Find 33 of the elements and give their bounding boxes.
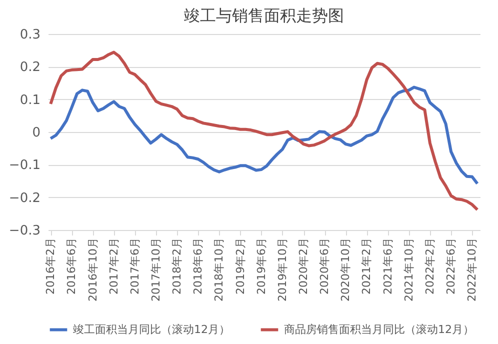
x-tick-label: 2019年6月 [254, 238, 268, 294]
y-tick-label: −0.2 [8, 190, 40, 206]
x-tick-label: 2021年10月 [402, 238, 416, 302]
x-tick-label: 2019年2月 [234, 238, 247, 294]
x-tick-label: 2022年6月 [444, 238, 458, 294]
x-tick-label: 2018年10月 [212, 238, 226, 302]
x-tick-label: 2016年2月 [44, 238, 58, 294]
x-tick-label: 2016年6月 [65, 238, 78, 294]
x-tick-label: 2017年6月 [128, 238, 142, 294]
x-tick-label: 2022年2月 [423, 238, 436, 294]
x-tick-label: 2018年6月 [192, 238, 205, 294]
y-tick-label: 0.3 [20, 28, 40, 42]
x-tick-label: 2020年2月 [297, 238, 310, 294]
y-tick-label: 0.2 [20, 60, 40, 76]
x-tick-label: 2018年2月 [170, 238, 184, 294]
line-series [49, 50, 479, 212]
x-tick-label: 2021年6月 [381, 238, 394, 294]
x-tick-label: 2017年10月 [150, 238, 162, 302]
x-tick-label: 2022年10月 [466, 238, 479, 302]
y-tick-label: 0.1 [20, 92, 40, 108]
x-tick-label: 2020年6月 [318, 238, 332, 294]
x-tick-label: 2020年10月 [339, 238, 352, 302]
x-tick-label: 2017年2月 [107, 238, 120, 294]
x-tick-label: 2019年10月 [276, 238, 289, 302]
chart-title: 竣工与销售面积走势图 [184, 6, 344, 25]
line-series [49, 86, 479, 186]
legend-label: 商品房销售面积当月同比（滚动12月） [284, 322, 474, 336]
legend-label: 竣工面积当月同比（滚动12月） [73, 322, 230, 336]
y-tick-label: 0 [32, 126, 40, 140]
x-tick-label: 2016年10月 [86, 238, 100, 302]
y-tick-label: −0.1 [8, 158, 40, 174]
x-tick-label: 2021年2月 [360, 238, 374, 294]
y-tick-label: −0.3 [8, 224, 40, 238]
